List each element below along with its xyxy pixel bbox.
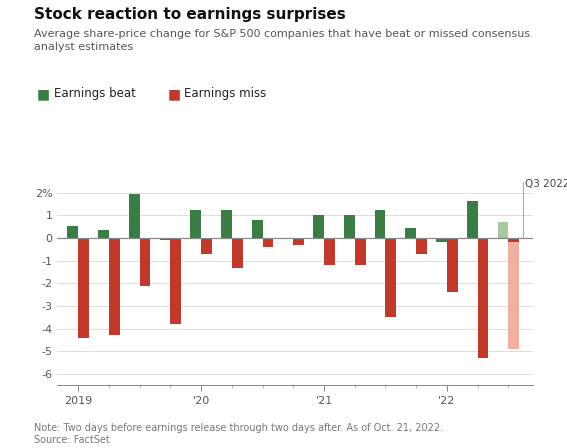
Bar (293, 238, 304, 245)
Text: ■: ■ (167, 87, 180, 101)
Bar (252, 220, 263, 238)
Bar (467, 201, 477, 238)
Bar (324, 238, 335, 265)
Bar (355, 238, 366, 265)
Bar (78, 238, 89, 338)
Text: Average share-price change for S&P 500 companies that have beat or missed consen: Average share-price change for S&P 500 c… (34, 29, 530, 52)
Bar (416, 238, 427, 254)
Text: Q3 2022: Q3 2022 (524, 179, 567, 189)
Text: Stock reaction to earnings surprises: Stock reaction to earnings surprises (34, 7, 346, 22)
Bar (509, 238, 519, 349)
Bar (109, 238, 120, 336)
Bar (191, 210, 201, 238)
Bar (139, 238, 150, 286)
Bar (314, 215, 324, 238)
Text: Source: FactSet: Source: FactSet (34, 435, 110, 445)
Bar (509, 238, 519, 241)
Bar (160, 238, 171, 241)
Bar (171, 238, 181, 324)
Bar (263, 238, 273, 247)
Bar (129, 194, 139, 238)
Bar (98, 230, 109, 238)
Text: Note: Two days before earnings release through two days after. As of Oct. 21, 20: Note: Two days before earnings release t… (34, 423, 443, 433)
Bar (436, 238, 447, 241)
Bar (375, 210, 386, 238)
Bar (405, 228, 416, 238)
Bar (344, 215, 355, 238)
Bar (67, 226, 78, 238)
Bar (386, 238, 396, 317)
Text: Earnings beat: Earnings beat (54, 87, 136, 100)
Bar (477, 238, 488, 358)
Text: ■: ■ (37, 87, 50, 101)
Bar (498, 222, 509, 238)
Bar (221, 210, 232, 238)
Text: Earnings miss: Earnings miss (184, 87, 266, 100)
Bar (201, 238, 212, 254)
Bar (232, 238, 243, 267)
Bar (447, 238, 458, 293)
